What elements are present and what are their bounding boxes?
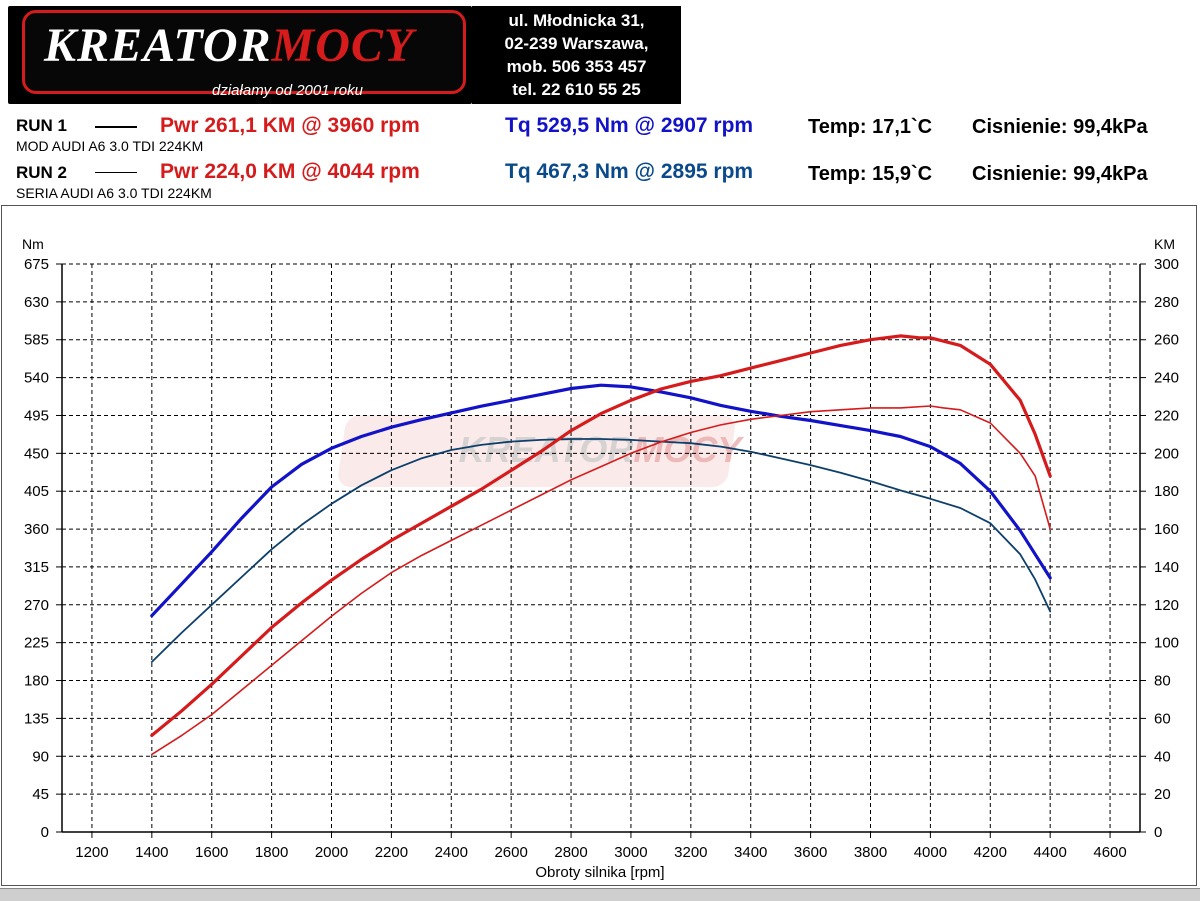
power-curve-run2 bbox=[151, 405, 1051, 756]
y-tick-label-right: 120 bbox=[1154, 597, 1179, 614]
run2-temp: Temp: 15,9`C bbox=[808, 163, 933, 185]
y-tick-label-left: 135 bbox=[24, 710, 49, 727]
address-city: 02-239 Warszawa, bbox=[504, 34, 649, 53]
address-panel bbox=[472, 6, 681, 104]
y-tick-label-left: 90 bbox=[32, 748, 49, 765]
watermark-badge bbox=[338, 415, 735, 487]
run2-power: Pwr 224,0 KM @ 4044 rpm bbox=[160, 160, 420, 183]
y-tick-label-right: 240 bbox=[1154, 370, 1179, 387]
y-tick-label-left: 360 bbox=[24, 521, 49, 538]
run2-torque: Tq 467,3 Nm @ 2895 rpm bbox=[505, 160, 754, 183]
address-street: ul. Młodnicka 31, bbox=[508, 11, 645, 30]
chart-axes: 1200 1400 1600 1800 2000 2200 2400 2600 2800 3000… bbox=[24, 256, 1179, 861]
x-tick-label: 3600 bbox=[794, 844, 827, 861]
x-tick-label: 1200 bbox=[75, 844, 108, 861]
x-tick-label: 1600 bbox=[195, 844, 228, 861]
run1-pressure: Cisnienie: 99,4kPa bbox=[972, 116, 1148, 138]
x-tick-label: 3200 bbox=[674, 844, 707, 861]
y-tick-label-right: 200 bbox=[1154, 445, 1179, 462]
y-tick-label-left: 630 bbox=[24, 294, 49, 311]
y-tick-label-left: 450 bbox=[24, 445, 49, 462]
address-mobile: mob. 506 353 457 bbox=[506, 57, 647, 76]
x-tick-label: 1400 bbox=[135, 844, 168, 861]
run2-line-sample bbox=[95, 172, 137, 173]
y-tick-label-left: 495 bbox=[24, 407, 49, 424]
y-tick-label-right: 280 bbox=[1154, 294, 1179, 311]
run1-temp: Temp: 17,1`C bbox=[808, 116, 933, 138]
chart-grid bbox=[62, 263, 1140, 832]
x-tick-label: 2800 bbox=[554, 844, 587, 861]
y-tick-label-right: 80 bbox=[1154, 673, 1171, 690]
logo-frame bbox=[22, 10, 466, 94]
y-tick-label-right: 60 bbox=[1154, 710, 1171, 727]
x-tick-label: 3800 bbox=[854, 844, 887, 861]
y-tick-label-left: 585 bbox=[24, 332, 49, 349]
slogan: działamy od 2001 roku bbox=[212, 82, 363, 99]
x-tick-label: 4400 bbox=[1033, 844, 1066, 861]
x-tick-label: 2600 bbox=[494, 844, 527, 861]
y-tick-label-right: 40 bbox=[1154, 748, 1171, 765]
y-tick-label-right: 140 bbox=[1154, 559, 1179, 576]
y-tick-label-right: 180 bbox=[1154, 483, 1179, 500]
x-tick-label: 4000 bbox=[914, 844, 947, 861]
y-tick-label-right: 260 bbox=[1154, 332, 1179, 349]
run2-car: SERIA AUDI A6 3.0 TDI 224KM bbox=[16, 185, 212, 201]
run2-label: RUN 2 bbox=[16, 163, 68, 182]
run1-car: MOD AUDI A6 3.0 TDI 224KM bbox=[16, 138, 204, 154]
y-tick-label-left: 45 bbox=[32, 786, 49, 803]
y-tick-label-left: 675 bbox=[24, 256, 49, 273]
x-tick-label: 3400 bbox=[734, 844, 767, 861]
y-tick-label-left: 270 bbox=[24, 597, 49, 614]
y-tick-label-left: 180 bbox=[24, 673, 49, 690]
y-tick-label-left: 540 bbox=[24, 370, 49, 387]
bottom-bar bbox=[0, 888, 1200, 901]
run1-line-sample bbox=[95, 126, 137, 128]
y-tick-label-right: 100 bbox=[1154, 635, 1179, 652]
run1-label: RUN 1 bbox=[16, 116, 68, 135]
torque-curve-run1 bbox=[150, 383, 1052, 618]
logo: KREATORMOCY bbox=[44, 18, 414, 73]
chart-series bbox=[150, 334, 1052, 756]
x-tick-label: 2400 bbox=[435, 844, 468, 861]
y-tick-label-left: 405 bbox=[24, 483, 49, 500]
run2-pressure: Cisnienie: 99,4kPa bbox=[972, 163, 1148, 185]
x-tick-label: 1800 bbox=[255, 844, 288, 861]
y-tick-label-right: 220 bbox=[1154, 407, 1179, 424]
y-tick-label-left: 225 bbox=[24, 635, 49, 652]
y-tick-label-left: 0 bbox=[41, 824, 49, 841]
y-tick-label-left: 315 bbox=[24, 559, 49, 576]
logo-word-2: MOCY bbox=[271, 19, 415, 72]
x-tick-label: 2000 bbox=[315, 844, 348, 861]
x-tick-label: 4200 bbox=[974, 844, 1007, 861]
y-tick-label-right: 300 bbox=[1154, 256, 1179, 273]
power-curve-run1 bbox=[150, 334, 1052, 738]
y-axis-label-right: KM bbox=[1154, 236, 1175, 252]
y-tick-label-right: 0 bbox=[1154, 824, 1162, 841]
logo-word-1: KREATOR bbox=[44, 19, 272, 72]
x-tick-label: 3000 bbox=[614, 844, 647, 861]
run1-torque: Tq 529,5 Nm @ 2907 rpm bbox=[505, 114, 754, 137]
torque-curve-run2 bbox=[150, 438, 1052, 663]
y-tick-label-right: 20 bbox=[1154, 786, 1171, 803]
run1-power: Pwr 261,1 KM @ 3960 rpm bbox=[160, 114, 420, 137]
watermark-text: KREATORMOCY bbox=[459, 429, 745, 470]
x-tick-label: 4600 bbox=[1093, 844, 1126, 861]
address-phone: tel. 22 610 55 25 bbox=[512, 80, 641, 99]
chart-watermark: KREATORMOCY bbox=[338, 415, 745, 487]
x-axis-label: Obroty silnika [rpm] bbox=[535, 864, 664, 881]
y-tick-label-right: 160 bbox=[1154, 521, 1179, 538]
chart-frame bbox=[1, 205, 1197, 886]
x-tick-label: 2200 bbox=[375, 844, 408, 861]
y-axis-label-left: Nm bbox=[22, 236, 44, 252]
